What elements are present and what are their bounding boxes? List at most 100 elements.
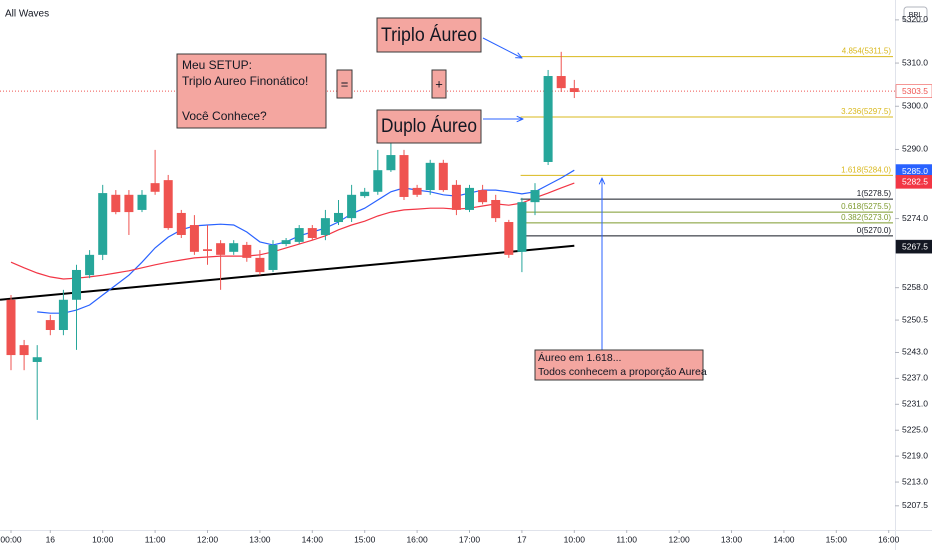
candle-body (399, 155, 409, 197)
candle-body (281, 240, 291, 245)
x-tick-label: 16 (46, 534, 56, 544)
x-tick-label: 15:00 (826, 534, 848, 544)
fib-label: 4.854(5311.5) (842, 47, 892, 56)
y-tick-label: 5219.0 (902, 450, 928, 460)
arrow (482, 37, 522, 58)
candle-body (412, 187, 422, 195)
note-box (336, 69, 353, 99)
candle-body (124, 194, 134, 213)
x-tick-label: 12:00 (197, 534, 219, 544)
fib-label: 1(5278.5) (857, 189, 892, 198)
x-tick-label: 17:00 (459, 534, 481, 544)
y-tick-label: 5237.0 (902, 373, 928, 383)
candle-body (347, 194, 357, 219)
candle-body (98, 193, 108, 255)
fib-label: 1.618(5284.0) (841, 165, 891, 174)
chart-title: All Waves (5, 9, 49, 20)
fib-label: 0.618(5275.5) (841, 202, 891, 211)
candle-body (386, 155, 396, 171)
candle-body (556, 76, 566, 89)
y-tick-label: 5243.0 (902, 347, 928, 357)
price-badge-label: 5303.5 (902, 86, 928, 96)
triple-label: Triplo Áureo (381, 25, 477, 46)
y-tick-label: 5225.0 (902, 424, 928, 434)
candle-body (478, 190, 488, 203)
candle-body (504, 222, 514, 255)
currency: BRL (909, 12, 923, 19)
x-tick-label: 10:00 (564, 534, 586, 544)
candle-body (6, 299, 16, 356)
candle-body (307, 228, 317, 239)
y-tick-label: 5320.0 (902, 14, 928, 24)
candle-body (72, 269, 82, 300)
plot-area: 4.854(5311.5) 3.236(5297.5) 1.618(5284.0) 1… (0, 47, 895, 420)
price-badge (895, 239, 932, 254)
setup-note: Meu SETUP: Triplo Aureo Finonático! Você… (176, 53, 327, 129)
candle-body (255, 257, 265, 273)
x-tick-label: 16:00 (406, 534, 428, 544)
fib-label: 0.382(5273.0) (841, 213, 891, 222)
candle-body (438, 162, 448, 191)
x-tick-label: 13:00 (249, 534, 271, 544)
plus: + (435, 76, 443, 91)
candle-body (19, 345, 29, 356)
x-tick-label: 16:00 (878, 534, 900, 544)
x-tick-label: 14:00 (302, 534, 324, 544)
x-tick-label: 13:00 (721, 534, 743, 544)
candle-body (176, 212, 186, 235)
moving-average (10, 182, 575, 280)
candle-body (111, 194, 121, 213)
candle-body (517, 202, 527, 252)
candle-body (373, 170, 383, 192)
note-box (534, 349, 704, 381)
candle-body (45, 320, 55, 331)
y-tick-label: 5290.0 (902, 144, 928, 154)
candle-body (491, 199, 501, 219)
candle-body (530, 190, 540, 203)
note-box (376, 109, 482, 144)
candle-body (85, 254, 95, 276)
candle-body (543, 76, 553, 162)
y-tick-label: 5258.0 (902, 282, 928, 292)
price-badge (895, 84, 932, 98)
candle-body (465, 187, 475, 210)
candle-body (32, 357, 42, 362)
note-line: Todos conhecem a proporção Aurea (538, 366, 707, 378)
candle-body (216, 243, 226, 255)
price-badge-label: 5285.0 (902, 166, 928, 176)
double-label: Duplo Áureo (381, 116, 477, 137)
x-tick-label: 11:00 (145, 534, 166, 544)
trendline (0, 244, 575, 301)
note-box (431, 69, 447, 99)
note-line: Meu SETUP: (182, 58, 252, 72)
x-tick-label: 14:00 (773, 534, 795, 544)
note-box (176, 53, 327, 129)
y-tick-label: 5300.0 (902, 101, 928, 111)
x-tick-label: 15:00 (354, 534, 376, 544)
x-tick-label: 17 (517, 534, 527, 544)
candle-body (163, 180, 173, 229)
candle-body (242, 244, 252, 258)
equals: = (341, 76, 349, 91)
candle-body (268, 244, 278, 270)
candle-body (360, 191, 370, 197)
note-box (376, 17, 482, 53)
price-badge (895, 175, 932, 189)
x-tick-label: 10:00 (92, 534, 114, 544)
note-line: Triplo Aureo Finonático! (182, 74, 308, 88)
y-tick-label: 5274.0 (902, 213, 928, 223)
candle-body (189, 225, 199, 252)
price-badge-label: 5282.5 (902, 177, 928, 187)
y-tick-label: 5207.5 (902, 500, 928, 510)
candle-body (451, 184, 461, 210)
note-line: Você Conhece? (182, 109, 267, 123)
candle-body (58, 299, 68, 331)
candle-body (294, 228, 304, 242)
candle-body (203, 249, 213, 251)
x-tick-label: 11:00 (616, 534, 637, 544)
currency-badge[interactable] (903, 6, 928, 23)
y-tick-label: 5250.5 (902, 314, 928, 324)
price-badge-label: 5267.5 (902, 241, 928, 251)
